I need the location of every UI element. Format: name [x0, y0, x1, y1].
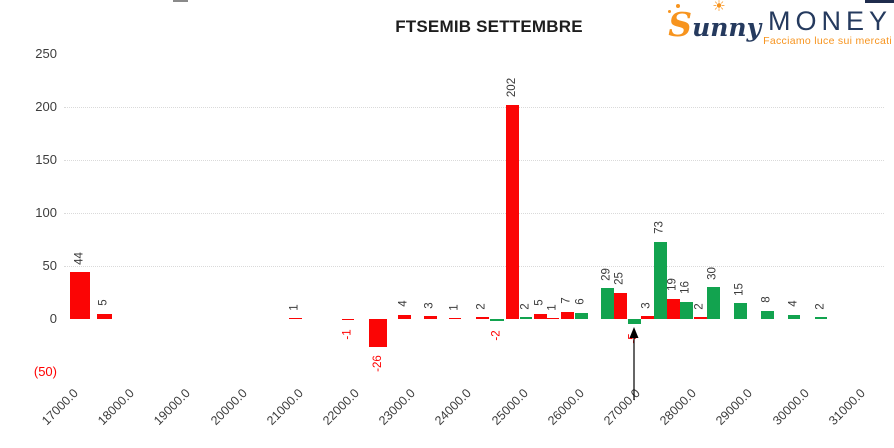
bar [733, 303, 747, 319]
bar [693, 316, 707, 319]
bar [815, 316, 827, 319]
bar-value-label: 2 [475, 302, 488, 310]
bar-value-label: 4 [397, 300, 410, 308]
bar [640, 315, 654, 319]
x-axis-label-28000.0: 28000.0 [657, 386, 700, 428]
x-axis-label-23000.0: 23000.0 [376, 386, 419, 428]
brand-logo: ☀ Sunny MONEY Facciamo luce sui mercati [668, 0, 892, 47]
bar-value-label: 5 [533, 299, 546, 307]
bar-value-label: -2 [490, 330, 503, 341]
bar-value-label: 15 [733, 282, 746, 296]
x-axis-label-20000.0: 20000.0 [207, 386, 250, 428]
bar-value-label: -26 [371, 355, 384, 373]
brand-initial: S [668, 5, 693, 44]
bar [533, 313, 547, 319]
brand-tagline: Facciamo luce sui mercati [763, 35, 892, 47]
bar-value-label: 25 [613, 272, 626, 285]
bar [706, 287, 720, 319]
sun-spark-dot [668, 10, 672, 13]
sun-spark-dot [676, 4, 681, 8]
bar [547, 317, 559, 319]
bar [600, 288, 614, 319]
bar-value-label: 29 [600, 267, 613, 281]
chart-title: FTSEMIB SETTEMBRE [395, 17, 583, 36]
cropped-ui-artifact [865, 0, 894, 3]
bar-value-label: 73 [653, 221, 666, 234]
bar [666, 298, 680, 319]
bar [96, 313, 112, 319]
gridline-150 [64, 160, 884, 161]
x-axis-label-27000.0: 27000.0 [601, 386, 643, 428]
bar-value-label: 2 [693, 302, 706, 310]
bar [788, 314, 800, 319]
bar-value-label: 5 [97, 299, 110, 307]
y-axis-label-200: 200 [35, 99, 57, 114]
bar [574, 312, 588, 319]
bar [397, 314, 411, 319]
bar [449, 317, 461, 319]
bar-value-label: 202 [505, 77, 518, 98]
y-axis-label-50: 50 [42, 258, 57, 273]
bar-value-label: 3 [423, 301, 436, 309]
bar [70, 272, 90, 319]
x-axis-label-31000.0: 31000.0 [825, 386, 868, 428]
bar [505, 104, 519, 319]
cropped-ui-artifact [173, 0, 188, 2]
bar [613, 292, 627, 319]
bar [679, 302, 693, 319]
bar [369, 319, 387, 347]
bar-value-label: 3 [640, 301, 653, 309]
bar [520, 316, 532, 319]
bar-value-label: 7 [560, 297, 573, 304]
bar-value-label: 2 [814, 302, 827, 310]
bar [653, 241, 667, 319]
y-axis-label-250: 250 [35, 46, 57, 61]
gridline-100 [64, 213, 884, 214]
bar [342, 319, 354, 321]
bar-value-label: 19 [666, 278, 679, 292]
y-axis-label-0: 0 [49, 311, 57, 326]
bar-value-label: 1 [448, 303, 461, 311]
x-axis-label-22000.0: 22000.0 [320, 386, 362, 428]
bar-value-label: 4 [787, 300, 800, 308]
gridline-200 [64, 107, 884, 108]
sun-icon: ☀ [712, 0, 726, 15]
y-axis-label-100: 100 [35, 205, 57, 220]
bar-value-label: 44 [73, 251, 86, 265]
bar-value-label: 6 [574, 298, 587, 306]
x-axis-label-24000.0: 24000.0 [432, 386, 475, 428]
bar-value-label: 16 [679, 281, 692, 295]
x-axis-label-29000.0: 29000.0 [713, 386, 756, 428]
bar-value-label: 1 [288, 303, 301, 311]
bar-value-label: 2 [519, 302, 532, 310]
x-axis-label-30000.0: 30000.0 [769, 386, 812, 428]
bar [760, 310, 774, 319]
bar [627, 319, 641, 325]
bar-value-label: 8 [760, 296, 773, 303]
bar [490, 319, 504, 322]
bar-value-label: -5 [627, 333, 640, 344]
x-axis-label-25000.0: 25000.0 [488, 386, 531, 428]
x-axis-label-21000.0: 21000.0 [263, 386, 306, 428]
y-axis-label-150: 150 [35, 152, 57, 167]
brand-rest: unny [692, 13, 762, 42]
bar-value-label: -1 [341, 329, 354, 340]
gridline-50 [64, 266, 884, 267]
y-axis-label-50: (50) [33, 364, 57, 379]
bar-value-label: 30 [706, 266, 719, 280]
brand-wordmark-sunny: ☀ Sunny [668, 0, 762, 44]
x-axis-label-18000.0: 18000.0 [95, 386, 138, 428]
brand-wordmark-money: MONEY [767, 6, 892, 36]
bar [423, 315, 437, 319]
bar [560, 311, 574, 319]
bar-value-label: 1 [546, 303, 559, 311]
x-axis-label-26000.0: 26000.0 [544, 386, 587, 428]
x-axis-label-19000.0: 19000.0 [151, 386, 194, 428]
x-axis-label-17000.0: 17000.0 [39, 386, 81, 428]
bar [288, 317, 302, 319]
bar [475, 316, 489, 319]
